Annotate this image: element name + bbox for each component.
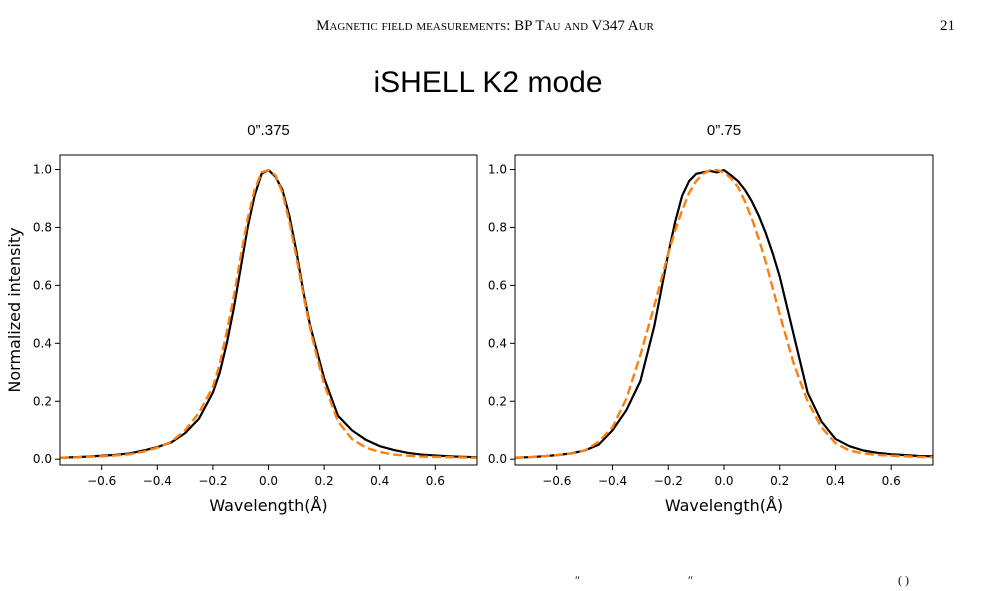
caption-fragment-1: ″ xyxy=(575,573,580,587)
x-tick-label: −0.4 xyxy=(598,474,627,488)
running-head: Magnetic field measurements: BP Tau and … xyxy=(316,18,654,34)
panel-title: 0”.75 xyxy=(707,122,741,139)
y-tick-label: 1.0 xyxy=(33,162,52,176)
y-tick-label: 0.8 xyxy=(33,220,52,234)
y-tick-label: 0.4 xyxy=(33,336,52,350)
y-tick-label: 0.6 xyxy=(488,278,507,292)
figure-title: iSHELL K2 mode xyxy=(373,66,602,99)
y-tick-label: 0.8 xyxy=(488,220,507,234)
plot-frame xyxy=(59,154,478,466)
x-tick-label: 0.4 xyxy=(370,474,389,488)
y-tick-label: 0.6 xyxy=(33,278,52,292)
x-tick-label: 0.4 xyxy=(826,474,845,488)
y-tick-label: 0.2 xyxy=(33,394,52,408)
x-axis-label: Wavelength(Å) xyxy=(209,496,327,515)
y-tick-label: 0.2 xyxy=(488,394,507,408)
x-tick-label: 0.6 xyxy=(882,474,901,488)
panel-right: −0.6 −0.4 −0.2 0.0 0.2 0.4 0.6 0.0 0.2 0.4 0.6 0.8 1… xyxy=(488,122,934,515)
y-tick-label: 0.0 xyxy=(33,452,52,466)
x-tick-label: −0.6 xyxy=(542,474,571,488)
panel-title: 0”.375 xyxy=(247,122,290,139)
caption-fragment-2: ″ xyxy=(688,573,693,587)
model-profile-line xyxy=(515,168,933,459)
plot-frame xyxy=(514,154,934,466)
observed-profile-line xyxy=(60,168,477,459)
y-tick-label: 0.4 xyxy=(488,336,507,350)
x-tick-label: 0.6 xyxy=(426,474,445,488)
x-tick-label: 0.2 xyxy=(315,474,334,488)
observed-profile-line xyxy=(515,168,933,459)
y-tick-label: 1.0 xyxy=(488,162,507,176)
x-tick-label: 0.0 xyxy=(714,474,733,488)
model-profile-line xyxy=(60,168,477,459)
panel-left: −0.6 −0.4 −0.2 0.0 0.2 0.4 0.6 0.0 0.2 0.4 0.6 0.8 1… xyxy=(5,122,478,515)
x-tick-label: −0.6 xyxy=(87,474,116,488)
y-tick-label: 0.0 xyxy=(488,452,507,466)
y-axis-label: Normalized intensity xyxy=(5,227,24,392)
page-number: 21 xyxy=(940,18,955,34)
x-tick-label: −0.4 xyxy=(143,474,172,488)
x-tick-label: −0.2 xyxy=(654,474,683,488)
x-tick-label: 0.0 xyxy=(259,474,278,488)
caption-fragment-3: ( ) xyxy=(898,573,909,587)
x-tick-label: 0.2 xyxy=(770,474,789,488)
x-axis-label: Wavelength(Å) xyxy=(665,496,783,515)
x-tick-label: −0.2 xyxy=(198,474,227,488)
